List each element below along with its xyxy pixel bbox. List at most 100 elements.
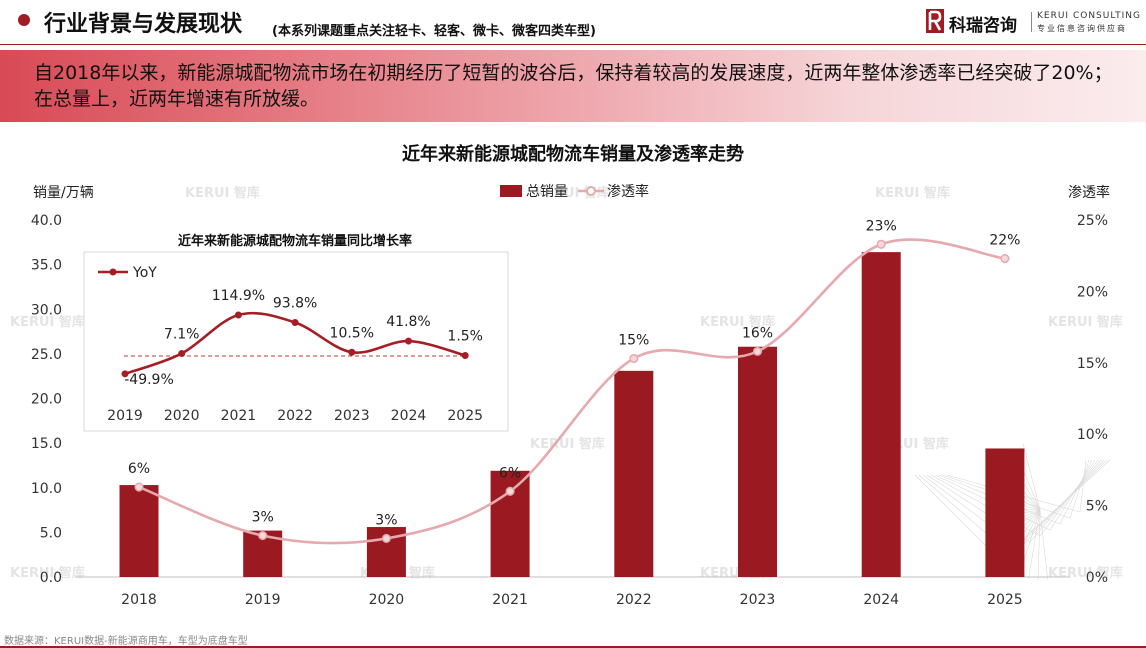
chart-title: 近年来新能源城配物流车销量及渗透率走势	[402, 143, 744, 165]
penetration-data-label: 3%	[375, 512, 397, 528]
summary-text: 自2018年以来，新能源城配物流市场在初期经历了短暂的波谷后，保持着较高的发展速…	[34, 62, 1113, 110]
x-tick-label: 2019	[245, 592, 281, 608]
logo-english-name: KERUI CONSULTING	[1037, 11, 1141, 21]
kerui-watermark: KERUI 智库	[185, 185, 260, 201]
x-tick-label: 2025	[987, 592, 1023, 608]
y2-tick-label: 25%	[1077, 213, 1108, 229]
penetration-data-label: 23%	[866, 218, 897, 234]
penetration-data-label: 6%	[499, 465, 521, 481]
y-tick-label: 0.0	[40, 570, 62, 586]
yoy-data-label: 93.8%	[273, 296, 317, 312]
yoy-x-tick-label: 2020	[164, 408, 200, 424]
y2-axis-title: 渗透率	[1068, 184, 1110, 201]
y-tick-label: 20.0	[31, 392, 62, 408]
page-title: 行业背景与发展现状	[44, 12, 243, 37]
yoy-data-label: -49.9%	[124, 372, 174, 388]
yoy-inset-title: 近年来新能源城配物流车销量同比增长率	[178, 233, 412, 249]
legend-swatch-total-sales	[500, 185, 522, 197]
logo-tagline: 专业信息咨询供应商	[1037, 24, 1127, 33]
logo-chinese-name: 科瑞咨询	[949, 16, 1017, 36]
bar-total-sales	[490, 470, 530, 577]
penetration-point	[258, 531, 268, 541]
y2-tick-label: 20%	[1077, 284, 1108, 300]
y-tick-label: 25.0	[31, 347, 62, 363]
bar-total-sales	[614, 370, 654, 577]
penetration-data-label: 16%	[742, 325, 773, 341]
y2-tick-label: 10%	[1077, 427, 1108, 443]
yoy-point	[348, 348, 356, 356]
penetration-data-label: 22%	[989, 233, 1020, 249]
penetration-point	[134, 482, 144, 492]
penetration-data-label: 6%	[128, 461, 150, 477]
legend-label-total-sales: 总销量	[526, 184, 568, 200]
yoy-data-label: 10.5%	[330, 325, 374, 341]
bar-total-sales	[861, 252, 901, 577]
x-tick-label: 2023	[740, 592, 776, 608]
y2-tick-label: 15%	[1077, 356, 1108, 372]
x-tick-label: 2021	[492, 592, 528, 608]
yoy-legend-marker	[109, 268, 117, 276]
yoy-x-tick-label: 2024	[391, 408, 427, 424]
summary-banner: 自2018年以来，新能源城配物流市场在初期经历了短暂的波谷后，保持着较高的发展速…	[0, 50, 1146, 122]
bar-total-sales	[738, 346, 777, 577]
y-tick-label: 35.0	[31, 258, 62, 274]
bar-total-sales	[985, 448, 1025, 577]
penetration-point	[876, 239, 886, 249]
y-tick-label: 5.0	[40, 525, 62, 541]
y2-tick-label: 5%	[1086, 499, 1108, 515]
yoy-point	[178, 349, 186, 357]
x-tick-label: 2024	[863, 592, 899, 608]
header: 行业背景与发展现状 (本系列课题重点关注轻卡、轻客、微卡、微客四类车型) 科瑞咨…	[0, 0, 1146, 44]
y-tick-label: 40.0	[31, 213, 62, 229]
page-subtitle: (本系列课题重点关注轻卡、轻客、微卡、微客四类车型)	[272, 24, 596, 39]
yoy-x-tick-label: 2023	[334, 408, 370, 424]
legend-label-penetration: 渗透率	[607, 183, 649, 200]
header-divider	[0, 44, 1146, 45]
y-tick-label: 30.0	[31, 302, 62, 318]
kerui-logo: 科瑞咨询 KERUI CONSULTING 专业信息咨询供应商	[925, 8, 1140, 36]
yoy-data-label: 1.5%	[447, 328, 483, 344]
footer-divider	[0, 646, 1146, 648]
x-tick-label: 2020	[369, 592, 405, 608]
x-tick-label: 2018	[121, 592, 157, 608]
yoy-x-tick-label: 2019	[107, 408, 143, 424]
yoy-point	[121, 370, 129, 378]
kerui-watermark: KERUI 智库	[1048, 314, 1123, 330]
y-tick-label: 15.0	[31, 436, 62, 452]
penetration-point	[381, 533, 391, 543]
kerui-watermark: KERUI 智库	[10, 314, 85, 330]
x-tick-label: 2022	[616, 592, 652, 608]
yoy-x-tick-label: 2021	[221, 408, 257, 424]
y-tick-label: 10.0	[31, 481, 62, 497]
yoy-point	[461, 351, 469, 359]
yoy-data-label: 7.1%	[164, 326, 200, 342]
yoy-data-label: 114.9%	[212, 288, 265, 304]
yoy-x-tick-label: 2022	[277, 408, 313, 424]
penetration-rate-line	[138, 238, 1006, 545]
yoy-legend-label: YoY	[132, 265, 157, 281]
y2-tick-label: 0%	[1086, 570, 1108, 586]
title-bullet	[18, 14, 30, 26]
yoy-point	[291, 319, 299, 327]
penetration-point	[505, 486, 515, 496]
legend-marker-penetration	[586, 186, 596, 196]
logo-divider	[1031, 12, 1032, 32]
bar-total-sales	[119, 485, 159, 577]
yoy-point	[234, 311, 242, 319]
penetration-point	[629, 353, 639, 364]
sales-penetration-chart: KERUI 智库 KERUI 智库 KERUI 智库 KERUI 智库 KERUI 智库…	[10, 143, 1123, 608]
kerui-watermark: KERUI 智库	[10, 565, 85, 581]
penetration-data-label: 15%	[618, 333, 649, 349]
penetration-point	[752, 346, 763, 356]
penetration-data-label: 3%	[252, 510, 274, 526]
penetration-point	[1000, 254, 1010, 264]
kerui-watermark: KERUI 智库	[530, 436, 605, 452]
yoy-x-tick-label: 2025	[447, 408, 483, 424]
kerui-watermark: KERUI 智库	[875, 185, 950, 201]
yoy-data-label: 41.8%	[386, 314, 430, 330]
data-source-note: 数据来源：KERUI数据-新能源商用车，车型为底盘车型	[4, 636, 248, 647]
y-axis-title: 销量/万辆	[33, 185, 94, 201]
yoy-inset-panel	[83, 251, 509, 432]
kerui-logo-icon	[926, 9, 944, 33]
